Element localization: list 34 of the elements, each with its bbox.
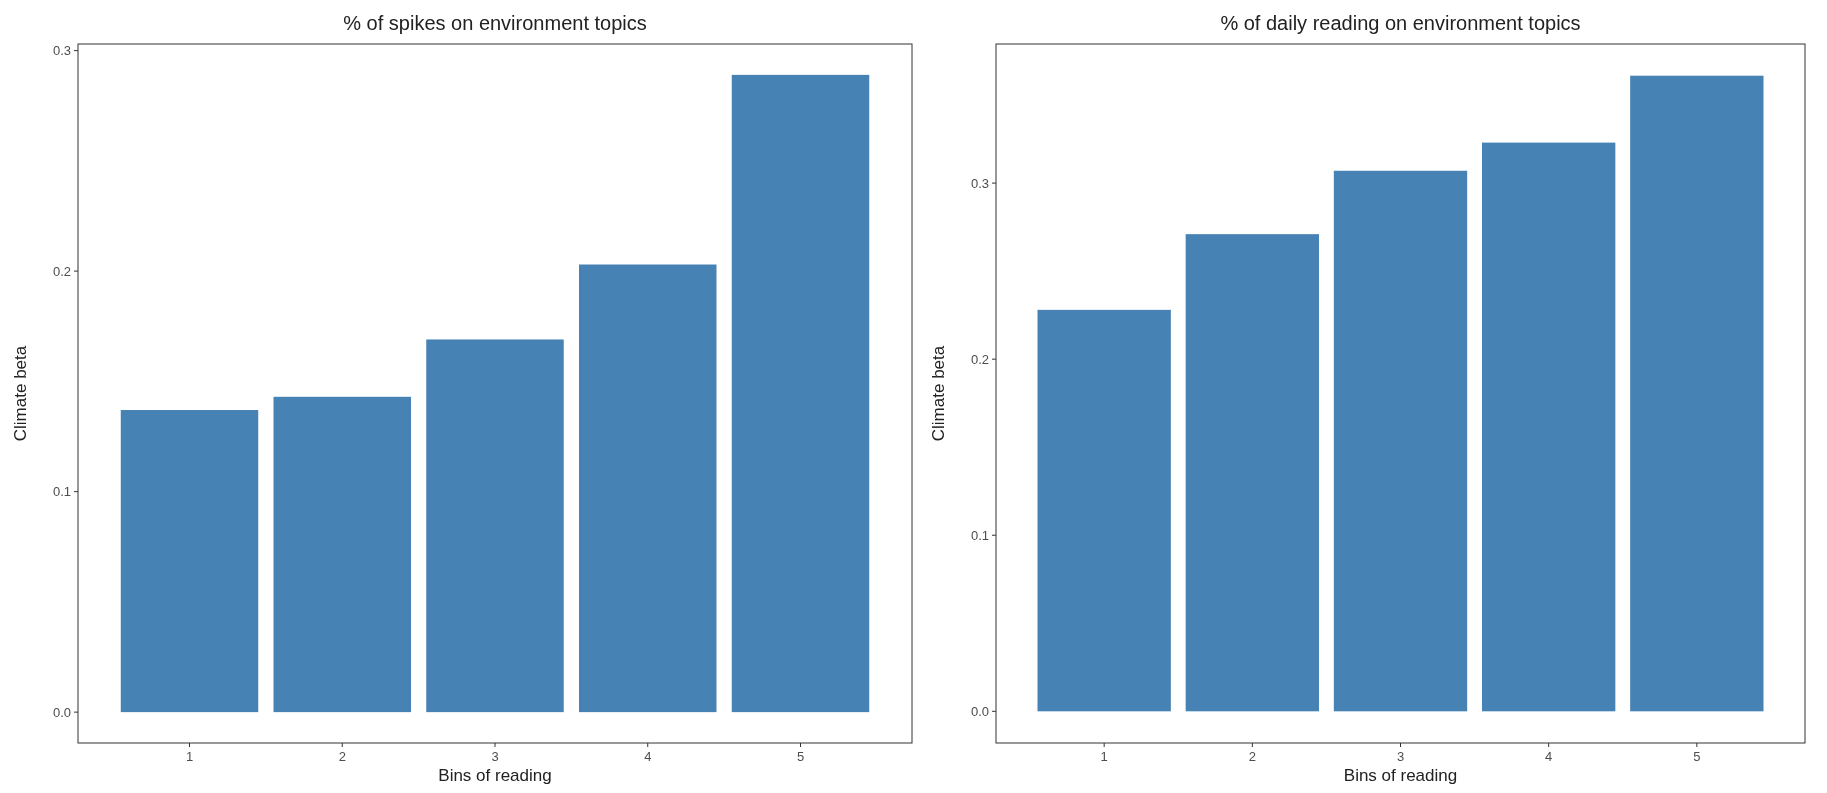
x-tick-label: 4: [644, 749, 652, 764]
chart-title: % of spikes on environment topics: [343, 12, 647, 34]
bar: [1185, 234, 1320, 712]
bar: [120, 410, 259, 713]
y-tick-label: 0.2: [52, 263, 71, 279]
bar: [1037, 309, 1171, 712]
y-tick-label: 0.1: [52, 484, 71, 500]
bar: [1333, 170, 1468, 712]
x-tick-label: 2: [338, 749, 346, 764]
x-axis-title: Bins of reading: [438, 766, 552, 785]
x-tick-label: 3: [1396, 749, 1405, 764]
bar: [1630, 75, 1764, 712]
chart-title: % of daily reading on environment topics: [1220, 12, 1581, 34]
bar: [579, 264, 717, 713]
y-axis-title: Climate beta: [11, 345, 30, 442]
y-tick-label: 0.3: [970, 175, 989, 191]
y-tick-label: 0.2: [970, 351, 989, 367]
y-tick-label: 0.0: [970, 703, 989, 719]
x-tick-label: 3: [491, 749, 499, 764]
bar: [1481, 142, 1616, 712]
bar: [426, 339, 564, 713]
y-tick-label: 0.0: [52, 704, 71, 720]
bar: [273, 396, 411, 713]
y-tick-label: 0.1: [970, 527, 989, 543]
x-axis-title: Bins of reading: [1343, 766, 1458, 785]
y-tick-label: 0.3: [52, 43, 71, 59]
x-tick-label: 1: [185, 749, 194, 764]
bar: [731, 74, 870, 713]
x-tick-label: 2: [1248, 749, 1256, 764]
x-tick-label: 5: [1693, 749, 1701, 764]
x-tick-label: 1: [1100, 749, 1108, 764]
x-tick-label: 5: [796, 749, 805, 764]
x-tick-label: 4: [1545, 749, 1553, 764]
y-axis-title: Climate beta: [929, 345, 948, 442]
